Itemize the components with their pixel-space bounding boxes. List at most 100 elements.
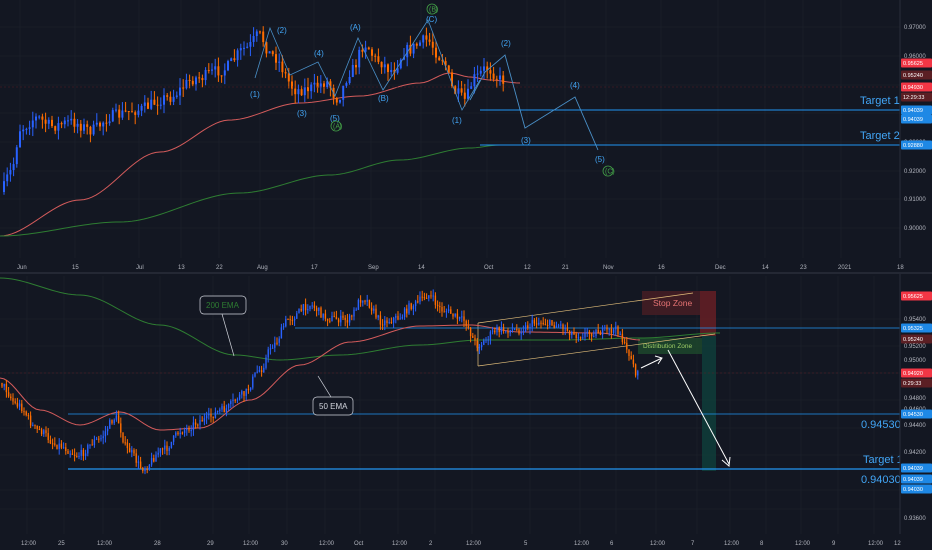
wave-label-blue: (4) <box>570 81 580 90</box>
top-candle <box>351 58 354 78</box>
ema50-line <box>0 324 641 431</box>
bot-candle-body <box>27 415 30 417</box>
top-candle-body <box>419 42 421 46</box>
top-candle-body <box>118 109 121 118</box>
top-candle <box>268 51 271 54</box>
bot-candle-body <box>406 308 408 314</box>
bot-candle <box>296 310 298 319</box>
bot-candle <box>212 416 214 423</box>
top-candle <box>105 114 108 132</box>
top-candle <box>425 27 428 47</box>
date-axis[interactable] <box>0 259 900 272</box>
bot-candle-body <box>16 402 19 407</box>
bot-candle-body <box>335 316 338 320</box>
bot-candle-body <box>386 320 388 324</box>
bot-candle <box>538 317 540 326</box>
bot-candle-body <box>14 401 16 403</box>
bot-candle <box>502 323 505 334</box>
bot-candle <box>91 439 93 446</box>
bottom-price-tag <box>901 291 932 301</box>
top-panel[interactable]: CAD(1)(2)(3)(4)(5)(A)(B)(C)(1)(2)(3)(4)(… <box>0 0 932 272</box>
top-candle-body <box>348 76 351 84</box>
time-tick: 12:00 <box>795 541 811 547</box>
bot-candle <box>531 314 533 332</box>
top-candle-body <box>345 83 348 86</box>
bot-candle-body <box>243 391 245 396</box>
top-candle-body <box>479 70 482 74</box>
top-candle <box>99 121 101 131</box>
bot-candle <box>271 344 274 349</box>
bot-candle-body <box>408 303 410 314</box>
date-tick: 13 <box>178 265 185 271</box>
bot-candle <box>109 418 111 429</box>
top-candle-body <box>431 41 434 48</box>
time-axis[interactable] <box>0 535 900 550</box>
top-candle <box>275 46 277 71</box>
bot-candle-body <box>87 445 89 454</box>
bot-candle <box>47 428 49 444</box>
top-candle-body <box>294 88 297 95</box>
bot-candle <box>230 399 232 409</box>
bot-candle <box>458 316 461 322</box>
bot-candle <box>311 302 313 310</box>
bot-candle <box>161 447 164 455</box>
wave-label-blue: (4) <box>314 49 324 58</box>
level-label-94030: 0.94030 <box>861 474 901 486</box>
top-price-axis[interactable] <box>900 0 932 258</box>
bot-candle-body <box>469 327 472 337</box>
bot-candle-body <box>318 307 320 311</box>
ema200-label: 200 EMA <box>206 301 240 310</box>
top-candle <box>390 62 393 77</box>
bot-candle-body <box>397 315 399 320</box>
top-candle-body <box>323 83 325 88</box>
top-candle <box>489 62 492 81</box>
top-price-tag <box>901 114 932 124</box>
time-tick: 25 <box>58 541 65 547</box>
top-price-tag <box>901 58 932 68</box>
bot-candle-body <box>340 315 342 323</box>
top-price-tag <box>901 140 932 150</box>
bot-candle-body <box>247 389 250 391</box>
bot-candle-body <box>463 316 465 321</box>
time-tick: 12 <box>894 541 901 547</box>
bottom-panel[interactable]: 200 EMA 50 EMA Stop Zone Distribution Zone 0… <box>0 274 932 550</box>
date-tick: Dec <box>715 265 726 271</box>
bot-candle <box>245 388 247 401</box>
bot-candle-body <box>194 422 197 425</box>
bot-candle <box>498 326 500 338</box>
top-candle-body <box>300 89 303 96</box>
bot-candle <box>25 410 27 417</box>
top-candle-body <box>57 123 60 131</box>
bot-candle-body <box>326 318 329 321</box>
top-candle <box>230 57 233 62</box>
bot-candle <box>131 446 133 458</box>
bot-candle <box>509 329 511 337</box>
top-candle-body <box>105 122 108 124</box>
bot-candle-body <box>362 300 364 303</box>
bot-candle-body <box>379 315 382 325</box>
top-candle <box>499 67 501 86</box>
time-tick: 12:00 <box>868 541 884 547</box>
bot-candle-body <box>524 325 527 332</box>
bot-candle <box>179 427 181 439</box>
bot-candle-body <box>518 329 520 334</box>
top-candle <box>19 124 21 148</box>
top-candle-body <box>483 66 485 71</box>
target1-label: Target 1 <box>863 454 903 466</box>
bot-candle <box>67 449 69 454</box>
bot-price-axis[interactable] <box>900 274 932 534</box>
bot-candle-body <box>260 370 263 373</box>
bot-candle <box>342 311 344 320</box>
bot-candle-body <box>329 320 331 322</box>
bot-candle-body <box>476 340 478 348</box>
bot-candle-body <box>331 315 333 322</box>
bot-candle <box>289 315 291 326</box>
bot-candle <box>45 426 47 437</box>
top-candle <box>419 40 421 47</box>
bot-candle <box>375 304 377 320</box>
top-candle <box>463 83 466 107</box>
bot-candle-body <box>452 313 454 317</box>
bot-candle <box>518 328 520 336</box>
bot-candle-body <box>256 371 258 373</box>
